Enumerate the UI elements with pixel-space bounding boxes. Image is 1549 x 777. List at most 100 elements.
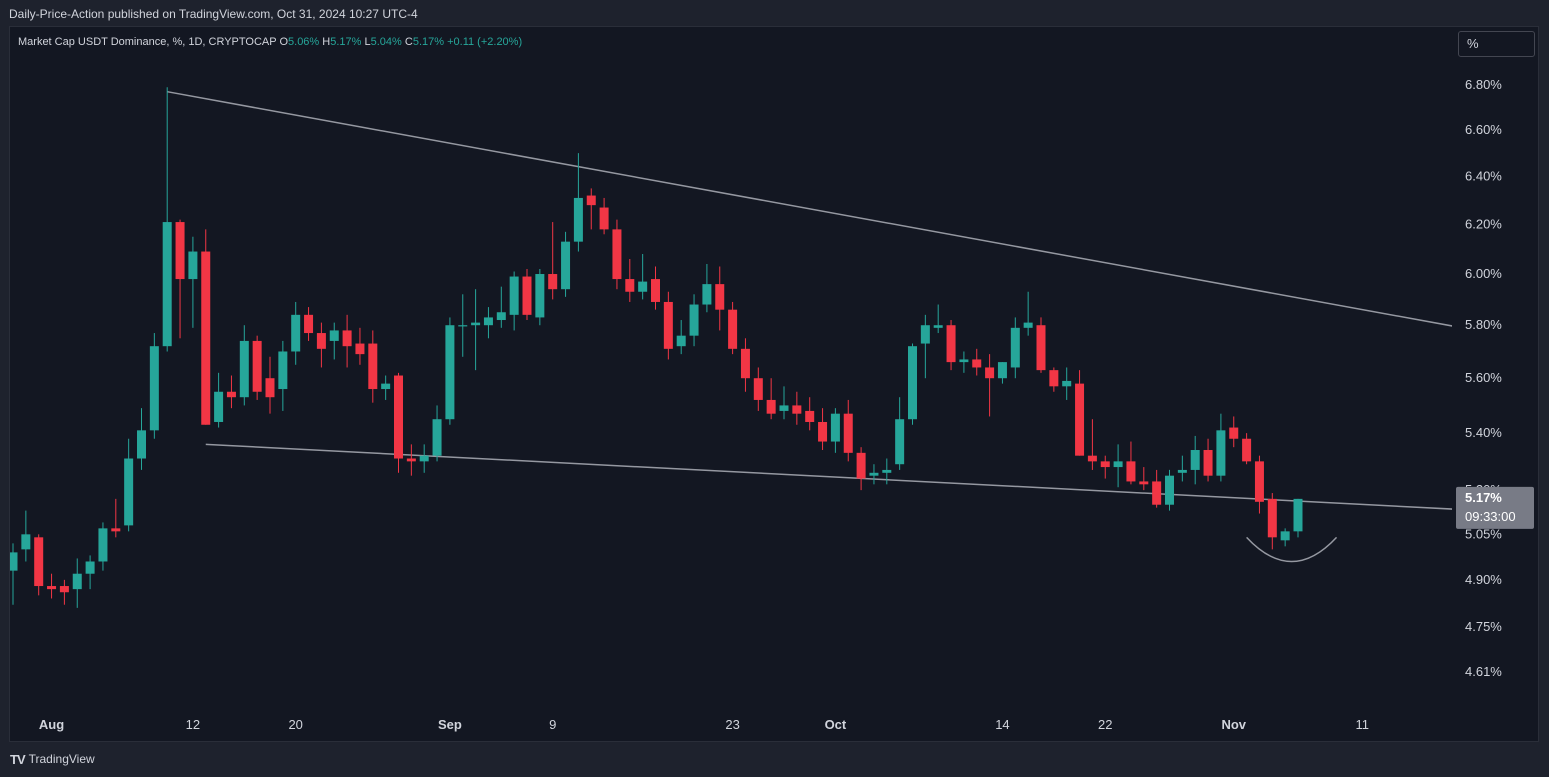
tradingview-logo-icon: TV bbox=[10, 751, 26, 767]
candle bbox=[59, 579, 69, 605]
candle-body bbox=[856, 452, 866, 479]
candle bbox=[728, 301, 738, 355]
y-tick-label: 5.60% bbox=[1465, 370, 1502, 385]
candle-body bbox=[1023, 322, 1033, 328]
candle-body bbox=[1010, 327, 1020, 368]
candle bbox=[908, 343, 917, 425]
candle-body bbox=[162, 222, 172, 347]
candle-body bbox=[638, 281, 648, 292]
y-tick-label: 4.75% bbox=[1465, 619, 1502, 634]
y-tick-label: 4.90% bbox=[1465, 572, 1502, 587]
candle bbox=[149, 333, 159, 439]
candle bbox=[1203, 438, 1213, 482]
candle-body bbox=[291, 314, 301, 352]
candle bbox=[111, 498, 121, 538]
scale-mode-button[interactable]: % bbox=[1458, 31, 1535, 57]
candle bbox=[98, 522, 108, 571]
x-tick-label: Sep bbox=[438, 717, 462, 732]
candle bbox=[381, 375, 391, 400]
last-price-badge bbox=[1456, 486, 1534, 529]
candle bbox=[21, 510, 31, 562]
candle-body bbox=[406, 458, 416, 462]
candle-body bbox=[98, 528, 108, 562]
x-tick-label: 11 bbox=[1356, 717, 1370, 732]
candle bbox=[1254, 455, 1264, 514]
candle-body bbox=[959, 359, 969, 363]
candle bbox=[702, 263, 712, 313]
candle bbox=[368, 330, 378, 403]
candle bbox=[959, 351, 969, 373]
candle-body bbox=[34, 537, 44, 587]
candle bbox=[458, 294, 468, 357]
countdown-label: 09:33:00 bbox=[1465, 509, 1516, 524]
x-tick-label: 9 bbox=[549, 717, 556, 732]
low-value: 5.04% bbox=[370, 36, 402, 48]
candle-body bbox=[1293, 498, 1303, 532]
candle bbox=[856, 447, 866, 491]
candle bbox=[985, 354, 995, 417]
candle bbox=[1126, 441, 1136, 485]
candle-body bbox=[753, 378, 763, 400]
lower-trendline bbox=[205, 443, 1452, 510]
candle-body bbox=[342, 330, 352, 347]
candle-body bbox=[985, 367, 995, 379]
x-tick-label: Aug bbox=[39, 717, 64, 732]
candle-body bbox=[1049, 370, 1059, 387]
candle-body bbox=[1242, 438, 1252, 462]
candle-body bbox=[920, 325, 930, 344]
candle-body bbox=[509, 276, 519, 315]
x-tick-label: 20 bbox=[288, 717, 302, 732]
open-value: 5.06% bbox=[288, 36, 320, 48]
candle-body bbox=[586, 195, 596, 206]
candle-body bbox=[419, 455, 429, 462]
candle-body bbox=[676, 335, 686, 347]
candle bbox=[843, 399, 853, 462]
candle-body bbox=[625, 279, 635, 292]
candle bbox=[432, 405, 442, 462]
candle-body bbox=[1216, 430, 1226, 476]
candle bbox=[304, 307, 314, 341]
candle bbox=[869, 464, 879, 485]
high-label: H bbox=[322, 36, 331, 48]
last-price-label: 5.17% bbox=[1465, 490, 1502, 505]
candle-body bbox=[573, 197, 583, 242]
candle-body bbox=[1152, 481, 1162, 505]
candle bbox=[1216, 413, 1226, 482]
candle-body bbox=[997, 362, 1007, 379]
candle bbox=[419, 444, 429, 473]
candle-body bbox=[1229, 427, 1239, 439]
candle-body bbox=[1113, 461, 1123, 468]
candle-body bbox=[612, 229, 622, 280]
candle-body bbox=[561, 241, 571, 290]
x-tick-label: 23 bbox=[725, 717, 739, 732]
candle bbox=[124, 438, 134, 532]
y-tick-label: 4.61% bbox=[1465, 664, 1502, 679]
candle bbox=[1152, 469, 1162, 508]
candle bbox=[548, 222, 558, 300]
candle-body bbox=[1165, 475, 1174, 505]
candle-body bbox=[599, 207, 609, 230]
publisher-line: Daily-Price-Action published on TradingV… bbox=[9, 7, 418, 21]
candle-body bbox=[818, 421, 828, 442]
candle-body bbox=[111, 528, 121, 532]
chart-panel[interactable] bbox=[9, 26, 1539, 742]
candle-body bbox=[445, 325, 455, 420]
candle bbox=[445, 317, 455, 425]
candle-body bbox=[214, 391, 224, 422]
candle bbox=[676, 320, 686, 355]
y-tick-label: 5.40% bbox=[1465, 425, 1502, 440]
candle bbox=[34, 534, 44, 596]
candle bbox=[483, 307, 493, 339]
candle bbox=[316, 322, 326, 368]
candle bbox=[651, 266, 660, 310]
candle bbox=[805, 397, 815, 431]
candle bbox=[586, 188, 596, 230]
candle bbox=[47, 573, 57, 599]
candle-body bbox=[226, 391, 236, 398]
candle bbox=[1113, 444, 1123, 488]
candle-body bbox=[779, 405, 789, 411]
candle bbox=[496, 286, 506, 328]
candle-body bbox=[1062, 380, 1072, 387]
candle bbox=[920, 314, 930, 379]
